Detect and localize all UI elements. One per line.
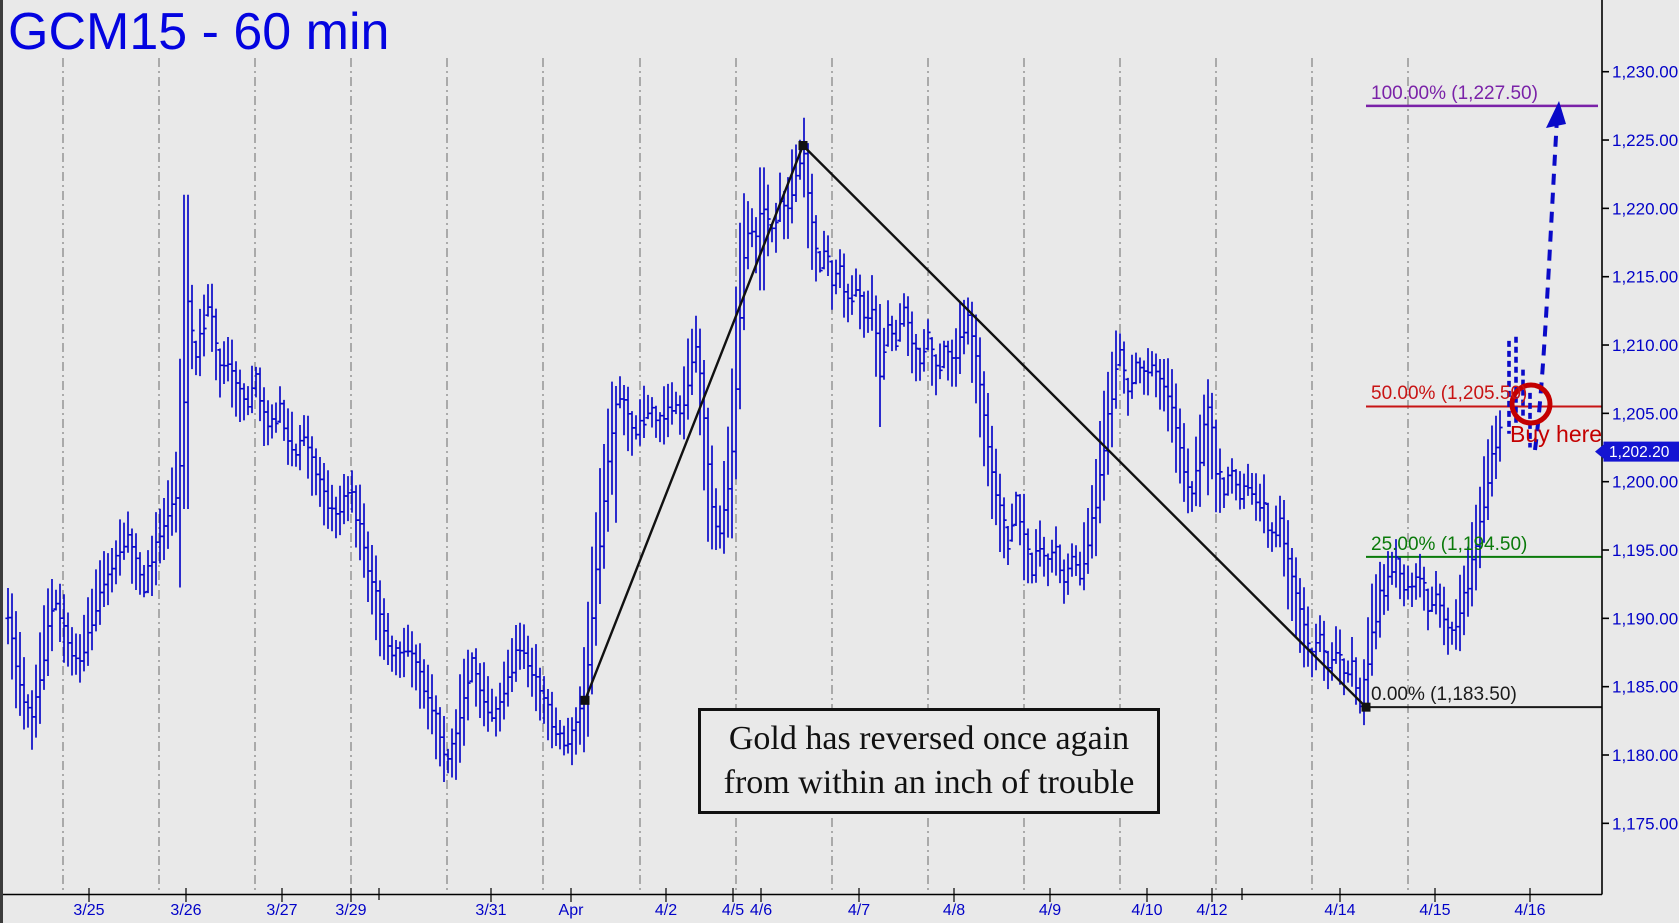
y-axis-label: 1,230.00 — [1612, 63, 1678, 82]
x-axis-label: Apr — [559, 902, 585, 919]
fib-label-0pct: 0.00% (1,183.50) — [1371, 684, 1517, 705]
trendline-anchor-square — [580, 695, 590, 705]
fib-label-25pct: 25.00% (1,194.50) — [1371, 534, 1528, 555]
y-axis-label: 1,200.00 — [1612, 473, 1678, 492]
commentary-note-box: Gold has reversed once again from within… — [698, 708, 1160, 814]
fib-label-50pct: 50.00% (1,205.50) — [1371, 383, 1528, 404]
x-axis-label: 3/26 — [170, 902, 201, 919]
x-axis-label: 4/15 — [1419, 902, 1450, 919]
x-axis-label: 4/16 — [1514, 902, 1545, 919]
x-axis-label: 3/29 — [335, 902, 366, 919]
last-price-badge: 1,202.20 — [1595, 441, 1679, 462]
x-axis-label: 4/6 — [750, 902, 772, 919]
x-axis: 3/25 3/26 3/27 3/29 3/31 Apr 4/2 4/5 4/6 4/7 4/8 4/… — [73, 888, 1546, 919]
note-line-2: from within an inch of trouble — [723, 764, 1135, 801]
abc-trendline — [580, 140, 1371, 712]
arrowhead — [1546, 101, 1566, 128]
trendline-anchor-square — [798, 140, 808, 150]
price-bars — [5, 117, 1532, 782]
x-axis-label: 4/2 — [655, 902, 677, 919]
x-axis-label: 4/7 — [848, 902, 870, 919]
y-axis-label: 1,225.00 — [1612, 131, 1678, 150]
y-axis-label: 1,205.00 — [1612, 404, 1678, 423]
last-price-pointer — [1595, 444, 1604, 459]
y-axis: 1,230.00 1,225.00 1,220.00 1,215.00 1,210.00… — [1602, 63, 1678, 833]
y-axis-label: 1,195.00 — [1612, 541, 1678, 560]
x-axis-label: 4/12 — [1196, 902, 1227, 919]
fib-label-100pct: 100.00% (1,227.50) — [1371, 83, 1538, 104]
y-axis-label: 1,175.00 — [1612, 814, 1678, 833]
last-price-text: 1,202.20 — [1609, 444, 1670, 461]
x-axis-label: 4/5 — [722, 902, 744, 919]
x-axis-label: 3/31 — [475, 902, 506, 919]
buy-here-circle — [1509, 382, 1553, 426]
projection-arrow — [1533, 101, 1566, 451]
note-line-1: Gold has reversed once again — [728, 720, 1130, 757]
chart-title: GCM15 - 60 min — [8, 3, 390, 61]
y-axis-label: 1,220.00 — [1612, 199, 1678, 218]
trendline-anchor-square — [1361, 702, 1371, 712]
y-axis-label: 1,185.00 — [1612, 678, 1678, 697]
fibonacci-lines — [1366, 104, 1602, 709]
x-axis-label: 3/25 — [73, 902, 104, 919]
window-left-border — [0, 0, 3, 923]
y-axis-label: 1,180.00 — [1612, 746, 1678, 765]
x-axis-label: 4/9 — [1039, 902, 1061, 919]
x-axis-label: 4/10 — [1131, 902, 1162, 919]
projected-price-bars — [1507, 336, 1532, 448]
y-axis-label: 1,190.00 — [1612, 609, 1678, 628]
x-axis-label: 4/8 — [943, 902, 965, 919]
x-axis-label: 3/27 — [266, 902, 297, 919]
x-axis-label: 4/14 — [1324, 902, 1355, 919]
buy-here-annotation: Buy here — [1510, 421, 1603, 447]
y-axis-label: 1,215.00 — [1612, 268, 1678, 287]
y-axis-label: 1,210.00 — [1612, 336, 1678, 355]
